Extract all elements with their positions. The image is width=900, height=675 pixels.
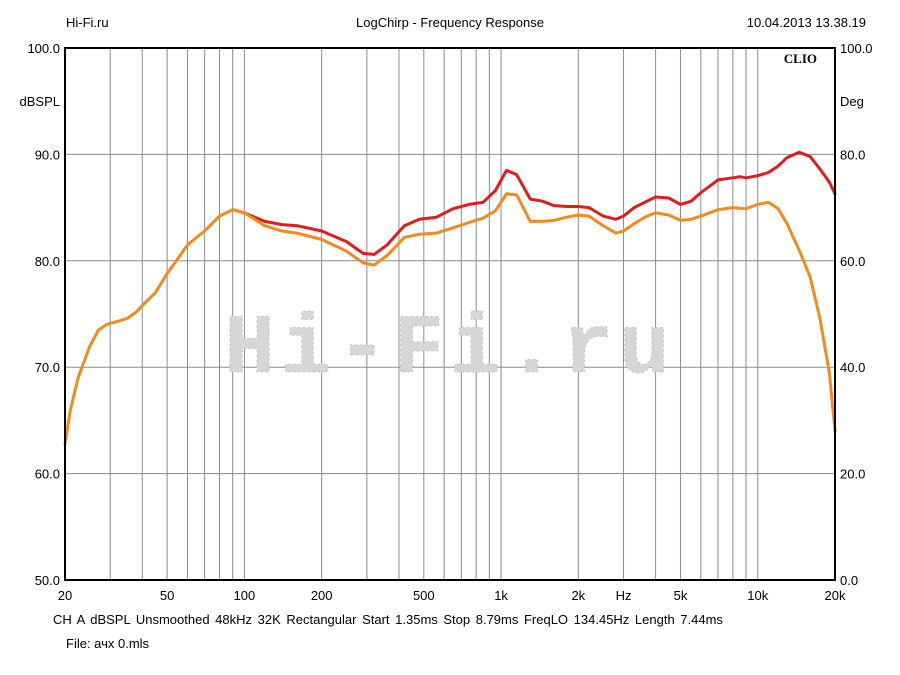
y-tick-label: 50.0 [35,573,60,588]
chart-title: LogChirp - Frequency Response [356,15,544,30]
y2-tick-label: 20.0 [840,467,865,482]
series-line-red [231,150,837,256]
grid [65,48,835,580]
y-axis-label: dBSPL [20,94,60,109]
x-tick-label: 1k [494,588,508,603]
axis-labels: 50.0 60.0 70.0 80.0 90.0 100.0 0.0 20.0 40.0 60.0… [20,41,873,603]
x-tick-label: 100 [234,588,256,603]
plot-frame [64,47,836,581]
y2-tick-label: 100.0 [840,41,873,56]
series [63,150,837,446]
x-tick-label: 10k [747,588,768,603]
y-tick-label: 70.0 [35,360,60,375]
x-tick-label: 200 [311,588,333,603]
x-tick-label: 5k [674,588,688,603]
file-name: File: ачх 0.mls [66,636,150,651]
y2-tick-label: 0.0 [840,573,858,588]
watermark: Hi-Fi.ru [224,303,675,399]
y-tick-label: 80.0 [35,254,60,269]
x-tick-label: 2k [571,588,585,603]
y2-tick-label: 80.0 [840,147,865,162]
measurement-settings: CH A dBSPL Unsmoothed 48kHz 32K Rectangu… [53,612,723,627]
y2-tick-label: 60.0 [840,254,865,269]
x-tick-label: 20k [825,588,846,603]
y-tick-label: 60.0 [35,467,60,482]
header-site-name: Hi-Fi.ru [66,15,109,30]
series-line-orange [63,192,837,446]
x-tick-label: 50 [160,588,174,603]
y-tick-label: 100.0 [27,41,60,56]
clio-logo: CLIO [784,51,817,66]
watermark-text: Hi-Fi.ru [224,303,675,398]
y-tick-label: 90.0 [35,147,60,162]
y2-tick-label: 40.0 [840,360,865,375]
y2-axis-label: Deg [840,94,864,109]
x-tick-label: Hz [616,588,632,603]
header-timestamp: 10.04.2013 13.38.19 [746,15,866,30]
x-tick-label: 20 [58,588,72,603]
x-tick-label: 500 [413,588,435,603]
